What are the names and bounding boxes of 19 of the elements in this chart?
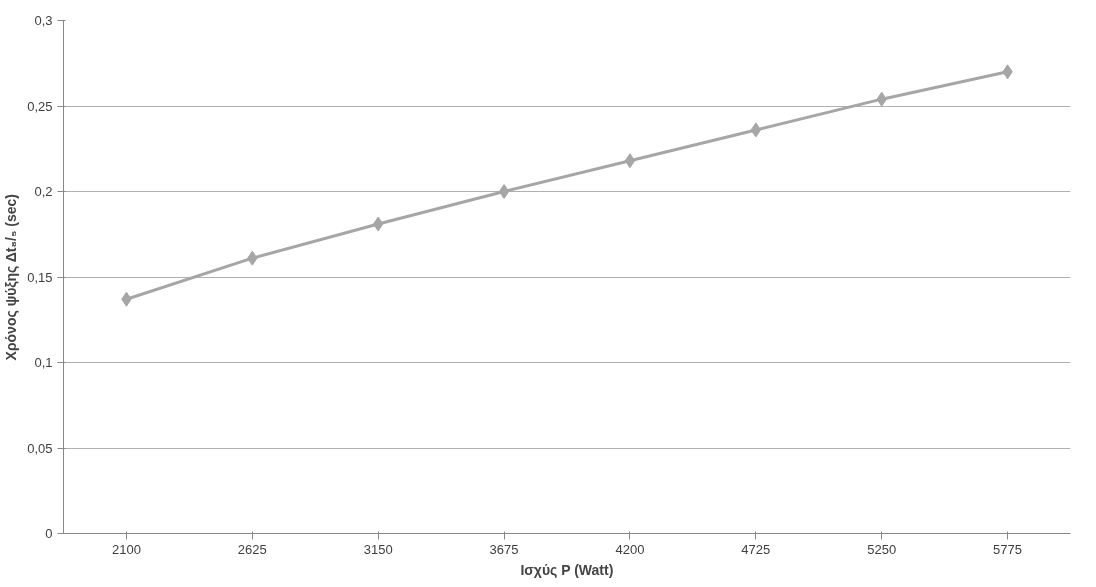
y-tick-label: 0: [45, 526, 53, 541]
y-tick-label: 0,05: [27, 440, 53, 456]
point: [498, 184, 510, 199]
x-tick-label: 5775: [993, 541, 1023, 557]
x-tick-label: 4725: [741, 541, 771, 557]
x-tick-label: 2625: [237, 541, 267, 557]
y-tick-label: 0,3: [34, 13, 53, 28]
y-tick-label: 0,25: [27, 98, 53, 114]
y-tick-label: 0,1: [34, 355, 53, 370]
x-tick-label: 5250: [867, 541, 897, 557]
y-tick-label: 0,2: [34, 184, 53, 199]
x-tick-label: 3675: [489, 541, 519, 557]
y-tick-label: 0,15: [27, 269, 53, 285]
y-axis-title: Χρόνος ψύξης Δt₈/₅ (sec): [3, 194, 20, 361]
x-tick-label: 4200: [615, 541, 645, 557]
x-tick-label: 3150: [363, 541, 393, 557]
point: [624, 153, 636, 169]
x-tick-label: 2100: [111, 541, 141, 557]
x-axis-title: Ισχύς P (Watt): [520, 561, 614, 578]
